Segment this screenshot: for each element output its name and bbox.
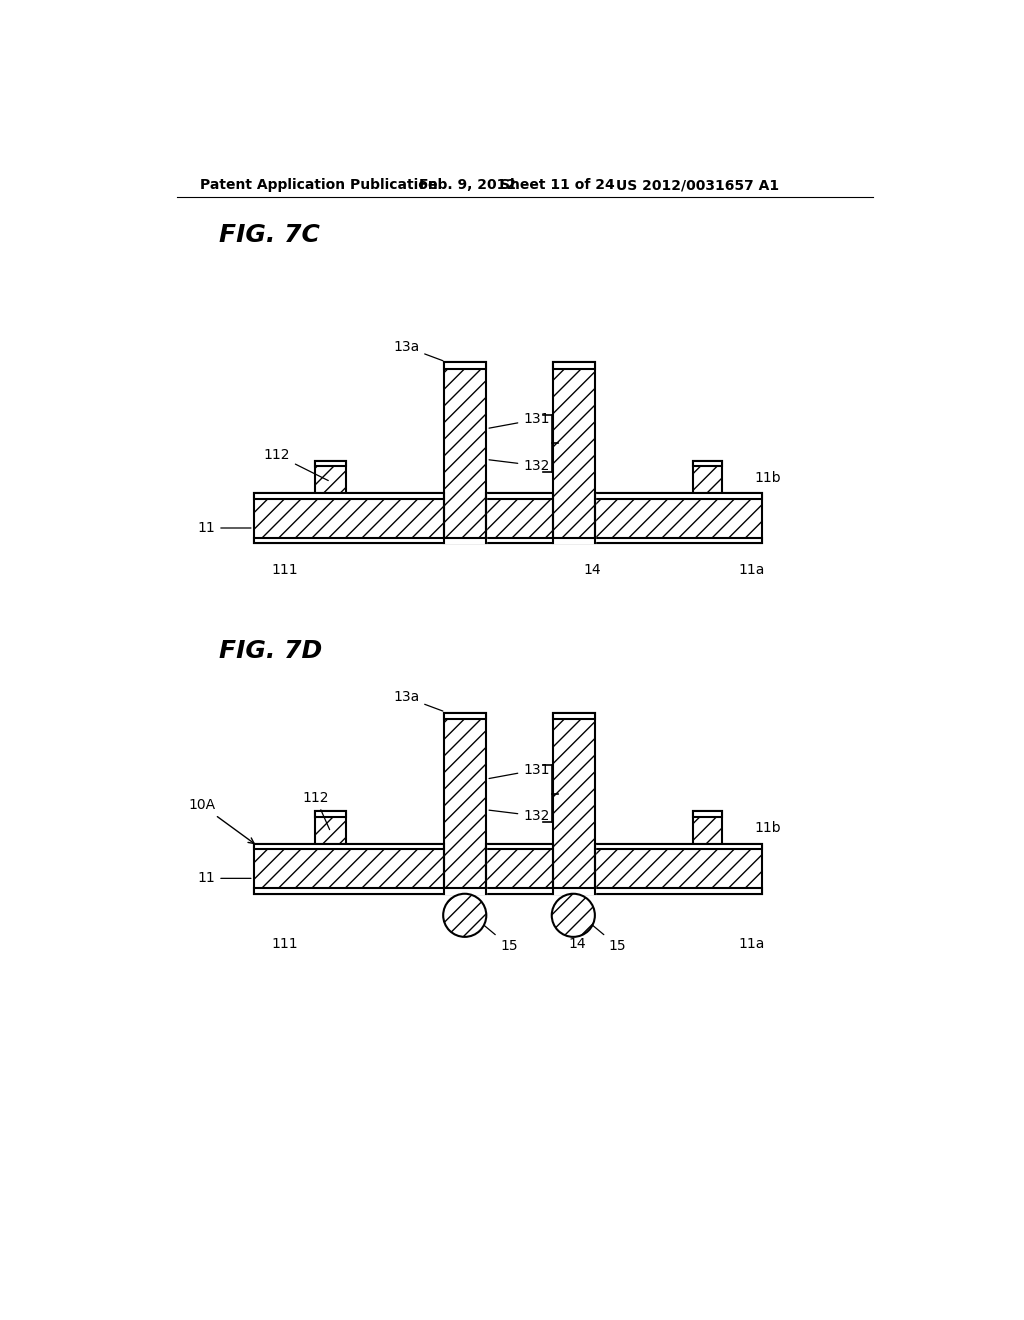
- Text: 11: 11: [198, 871, 251, 886]
- Bar: [692, 812, 722, 843]
- Bar: [444, 713, 486, 719]
- Text: 11a: 11a: [739, 564, 765, 577]
- Text: Feb. 9, 2012: Feb. 9, 2012: [419, 178, 516, 193]
- Bar: [553, 363, 595, 539]
- Bar: [315, 812, 346, 817]
- Text: 13A: 13A: [560, 787, 588, 801]
- Text: 111: 111: [271, 564, 298, 577]
- Bar: [444, 713, 486, 888]
- Bar: [692, 461, 722, 466]
- Text: 131: 131: [489, 763, 550, 779]
- Text: 11b: 11b: [755, 821, 781, 836]
- Text: 112: 112: [263, 447, 329, 480]
- Circle shape: [552, 894, 595, 937]
- Text: 15: 15: [482, 924, 518, 953]
- Circle shape: [443, 894, 486, 937]
- Bar: [254, 843, 762, 894]
- Text: US 2012/0031657 A1: US 2012/0031657 A1: [615, 178, 779, 193]
- Text: 13a: 13a: [393, 690, 443, 711]
- Bar: [254, 494, 762, 544]
- Bar: [444, 363, 486, 539]
- Bar: [254, 539, 762, 544]
- Text: 10A: 10A: [188, 799, 254, 843]
- Text: FIG. 7D: FIG. 7D: [219, 639, 323, 663]
- Bar: [553, 713, 595, 719]
- Text: Sheet 11 of 24: Sheet 11 of 24: [500, 178, 614, 193]
- Text: FIG. 7C: FIG. 7C: [219, 223, 319, 247]
- Text: Patent Application Publication: Patent Application Publication: [200, 178, 437, 193]
- Bar: [315, 461, 346, 466]
- Text: 11a: 11a: [739, 937, 765, 950]
- Bar: [254, 843, 762, 849]
- Bar: [692, 461, 722, 494]
- Text: 13A: 13A: [560, 437, 588, 450]
- Bar: [553, 363, 595, 368]
- Text: 11: 11: [198, 521, 251, 535]
- Bar: [315, 812, 346, 843]
- Bar: [444, 363, 486, 368]
- Text: 112: 112: [302, 791, 330, 829]
- Text: 132: 132: [489, 809, 550, 822]
- Text: 11b: 11b: [755, 471, 781, 484]
- Text: 14: 14: [568, 937, 586, 950]
- Text: 15: 15: [591, 924, 627, 953]
- Bar: [254, 494, 762, 499]
- Text: 111: 111: [271, 937, 298, 950]
- Text: 131: 131: [489, 412, 550, 428]
- Text: 132: 132: [489, 458, 550, 473]
- Text: 14: 14: [584, 564, 601, 577]
- Text: 13a: 13a: [393, 341, 443, 360]
- Bar: [315, 461, 346, 494]
- Bar: [692, 812, 722, 817]
- Bar: [553, 713, 595, 888]
- Bar: [254, 888, 762, 894]
